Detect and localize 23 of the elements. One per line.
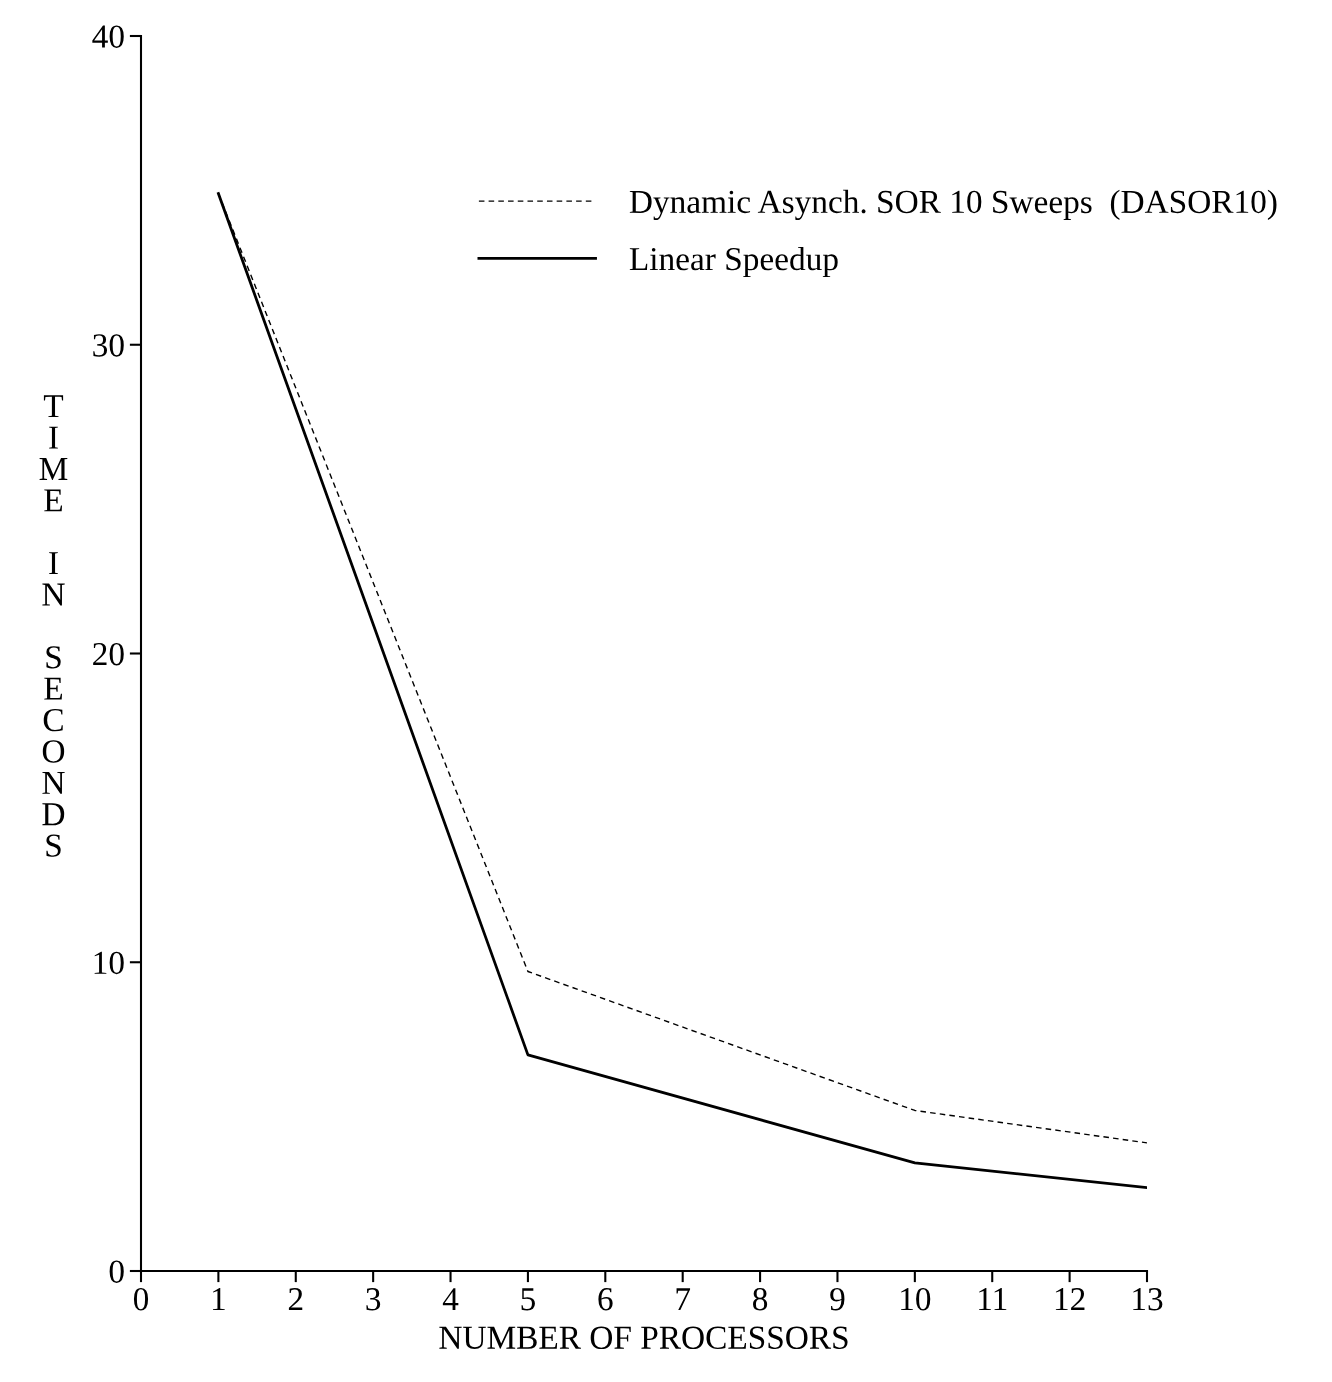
x-tick-label: 5 (521, 1288, 535, 1311)
legend-label: Linear Speedup (629, 246, 838, 278)
y-tick-label: 30 (93, 334, 124, 357)
legend-label: Dynamic Asynch. SOR 10 Sweeps (DASOR10) (629, 189, 1277, 221)
x-tick-label: 9 (830, 1288, 845, 1311)
x-tick-label: 1 (212, 1288, 225, 1311)
x-tick-label: 10 (901, 1287, 931, 1311)
x-tick-label: 6 (598, 1288, 613, 1311)
x-tick-label: 13 (1133, 1288, 1163, 1311)
y-tick-label: 0 (109, 1260, 124, 1283)
x-tick-label: 4 (442, 1288, 459, 1311)
x-tick-label: 2 (288, 1288, 303, 1311)
x-tick-label: 7 (676, 1288, 691, 1311)
x-tick-label: 8 (753, 1287, 768, 1311)
x-tick-label: 12 (1055, 1288, 1085, 1311)
y-tick-label: 20 (93, 642, 124, 666)
x-axis-title: NUMBER OF PROCESSORS (439, 1326, 848, 1349)
x-tick-label: 0 (133, 1287, 149, 1311)
y-tick-label: 10 (94, 951, 124, 975)
y-tick-label: 40 (92, 25, 124, 48)
x-tick-label: 3 (366, 1288, 381, 1311)
x-tick-label: 11 (979, 1288, 1007, 1311)
text: TIME IN SECONDS (39, 395, 68, 857)
